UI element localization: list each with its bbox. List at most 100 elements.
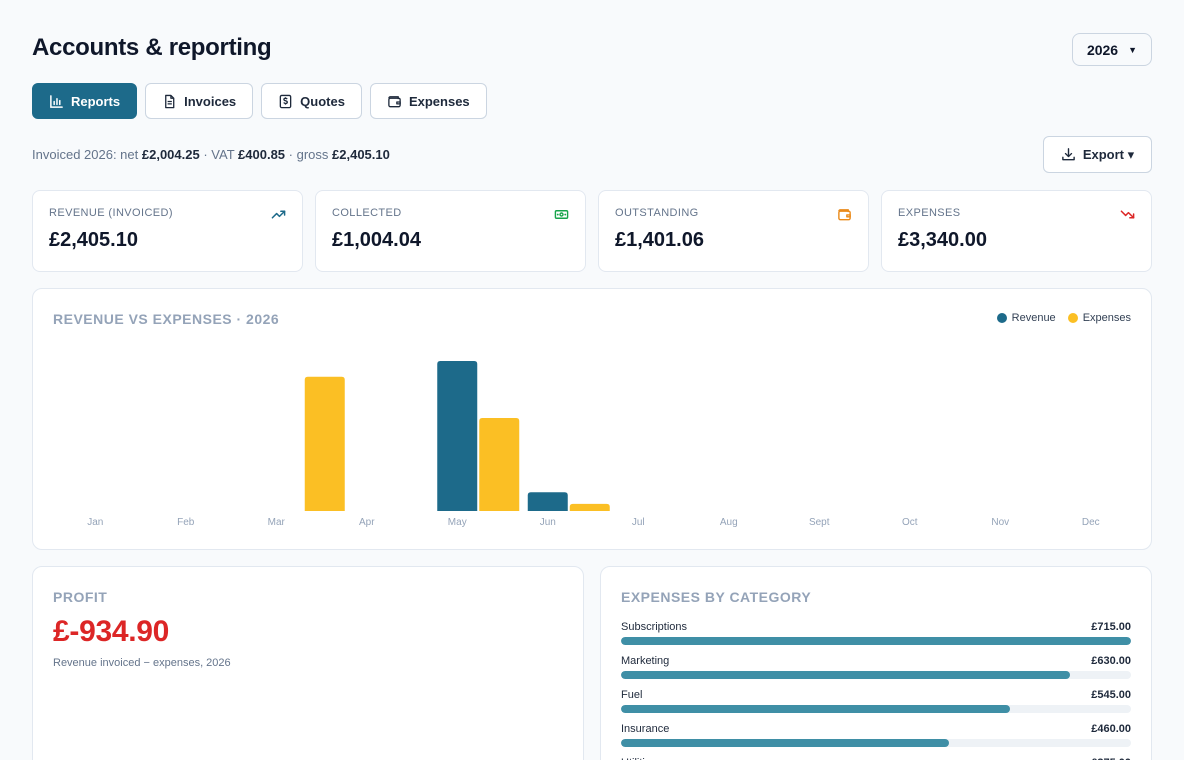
tab-label: Reports xyxy=(71,93,121,109)
trending-up-icon xyxy=(271,210,286,219)
tab-reports[interactable]: Reports xyxy=(32,83,138,119)
kpi-row: REVENUE (INVOICED) £2,405.10 COLLECTED £… xyxy=(32,190,1152,272)
x-tick-label: Apr xyxy=(359,517,375,528)
x-tick-label: Oct xyxy=(902,517,918,528)
kpi-value: £1,401.06 xyxy=(615,229,704,251)
tab-expenses[interactable]: Expenses xyxy=(369,83,487,119)
category-bar-track xyxy=(621,637,1131,645)
kpi-card-revenue: REVENUE (INVOICED) £2,405.10 xyxy=(32,190,303,272)
x-tick-label: May xyxy=(448,517,467,528)
legend-item-revenue: Revenue xyxy=(996,312,1056,324)
summary-vat-label: · VAT xyxy=(203,147,235,162)
legend-label: Revenue xyxy=(1011,312,1056,324)
summary-prefix: Invoiced 2026: net xyxy=(32,147,139,162)
x-tick-label: Jan xyxy=(87,517,103,528)
bar-revenue-jun[interactable] xyxy=(527,492,568,511)
category-bar-track xyxy=(621,739,1131,747)
category-head: Fuel £545.00 xyxy=(621,689,1131,701)
kpi-label: EXPENSES xyxy=(898,207,961,219)
category-bar-fill xyxy=(621,705,1010,713)
expenses-by-category-card: EXPENSES BY CATEGORY Subscriptions £715.0… xyxy=(600,566,1152,760)
bar-expenses-may[interactable] xyxy=(479,418,520,511)
kpi-label: COLLECTED xyxy=(332,207,402,219)
legend-label: Expenses xyxy=(1082,312,1131,324)
category-name: Insurance xyxy=(621,723,670,735)
category-bar-track xyxy=(621,671,1131,679)
category-name: Fuel xyxy=(621,689,643,701)
profit-card: PROFIT £-934.90 Revenue invoiced − expen… xyxy=(32,566,584,760)
banknote-icon xyxy=(554,210,569,219)
category-name: Marketing xyxy=(621,655,670,667)
kpi-value: £1,004.04 xyxy=(332,229,421,251)
year-select[interactable]: 2026 ▼ xyxy=(1072,33,1152,66)
category-row: Marketing £630.00 xyxy=(621,655,1131,689)
x-tick-label: Aug xyxy=(720,517,738,528)
category-row: Utilities £375.00 xyxy=(621,757,1131,760)
profit-note: Revenue invoiced − expenses, 2026 xyxy=(53,657,231,669)
kpi-value: £3,340.00 xyxy=(898,229,987,251)
category-row: Insurance £460.00 xyxy=(621,723,1131,757)
section-tabs: Reports Invoices Quotes Expenses xyxy=(32,83,487,119)
bar-chart-icon xyxy=(50,94,63,108)
wallet-icon xyxy=(388,95,401,107)
tab-label: Expenses xyxy=(408,93,470,109)
category-amount: £460.00 xyxy=(1091,723,1131,735)
category-amount: £630.00 xyxy=(1091,655,1131,667)
wallet-icon xyxy=(838,209,851,221)
x-tick-label: Jun xyxy=(540,517,556,528)
x-tick-label: Dec xyxy=(1082,517,1100,528)
summary-vat: £400.85 xyxy=(238,147,286,162)
category-bar-fill xyxy=(621,637,1131,645)
category-amount: £545.00 xyxy=(1091,689,1131,701)
category-amount: £715.00 xyxy=(1091,621,1131,633)
category-row: Fuel £545.00 xyxy=(621,689,1131,723)
document-icon xyxy=(165,94,175,108)
revenue-expenses-chart-card: Jan Feb Mar Apr May Jun Jul Aug Sept Oct Nov Dec RE… xyxy=(32,288,1152,550)
category-row: Subscriptions £715.00 xyxy=(621,621,1131,655)
category-bar-track xyxy=(621,705,1131,713)
category-head: Insurance £460.00 xyxy=(621,723,1131,735)
export-button[interactable]: Export ▾ xyxy=(1043,136,1152,173)
category-name: Subscriptions xyxy=(621,621,688,633)
invoiced-summary: Invoiced 2026: net £2,004.25 · VAT £400.… xyxy=(32,147,390,162)
kpi-card-expenses: EXPENSES £3,340.00 xyxy=(881,190,1152,272)
category-head: Utilities £375.00 xyxy=(621,757,1131,760)
bar-expenses-jun[interactable] xyxy=(569,503,610,511)
tab-label: Quotes xyxy=(300,93,345,109)
summary-net: £2,004.25 xyxy=(141,147,200,162)
tab-invoices[interactable]: Invoices xyxy=(145,83,254,119)
kpi-value: £2,405.10 xyxy=(49,229,138,251)
x-tick-label: Sept xyxy=(809,517,830,528)
trending-down-icon xyxy=(1120,210,1135,219)
export-label: Export ▾ xyxy=(1082,146,1135,162)
kpi-card-outstanding: OUTSTANDING £1,401.06 xyxy=(598,190,869,272)
category-bar-fill xyxy=(621,671,1071,679)
x-tick-label: Mar xyxy=(268,517,286,528)
page-title: Accounts & reporting xyxy=(32,34,272,61)
quote-dollar-icon xyxy=(279,94,292,108)
chevron-down-icon: ▼ xyxy=(1128,44,1138,55)
category-head: Subscriptions £715.00 xyxy=(621,621,1131,633)
summary-gross-label: · gross xyxy=(288,147,329,162)
category-amount: £375.00 xyxy=(1091,757,1131,760)
x-tick-label: Nov xyxy=(991,517,1009,528)
chart-legend: Revenue Expenses xyxy=(996,312,1131,324)
bar-expenses-apr[interactable] xyxy=(304,376,345,511)
legend-item-expenses: Expenses xyxy=(1067,312,1131,324)
chart-title: REVENUE VS EXPENSES · 2026 xyxy=(53,311,280,327)
kpi-card-collected: COLLECTED £1,004.04 xyxy=(315,190,586,272)
tab-quotes[interactable]: Quotes xyxy=(261,83,362,119)
legend-swatch-expenses xyxy=(1067,313,1078,323)
kpi-label: OUTSTANDING xyxy=(615,207,699,219)
download-icon xyxy=(1062,148,1075,161)
kpi-label: REVENUE (INVOICED) xyxy=(49,207,173,219)
category-list: Subscriptions £715.00 Marketing £630.00 Fuel… xyxy=(621,621,1131,760)
x-tick-label: Jul xyxy=(632,517,645,528)
category-title: EXPENSES BY CATEGORY xyxy=(621,589,812,605)
revenue-expenses-chart: Jan Feb Mar Apr May Jun Jul Aug Sept Oct Nov Dec xyxy=(87,361,1100,528)
bar-revenue-may[interactable] xyxy=(437,361,478,511)
tab-label: Invoices xyxy=(184,93,237,109)
x-tick-label: Feb xyxy=(177,517,195,528)
category-head: Marketing £630.00 xyxy=(621,655,1131,667)
year-select-value: 2026 xyxy=(1086,41,1119,58)
